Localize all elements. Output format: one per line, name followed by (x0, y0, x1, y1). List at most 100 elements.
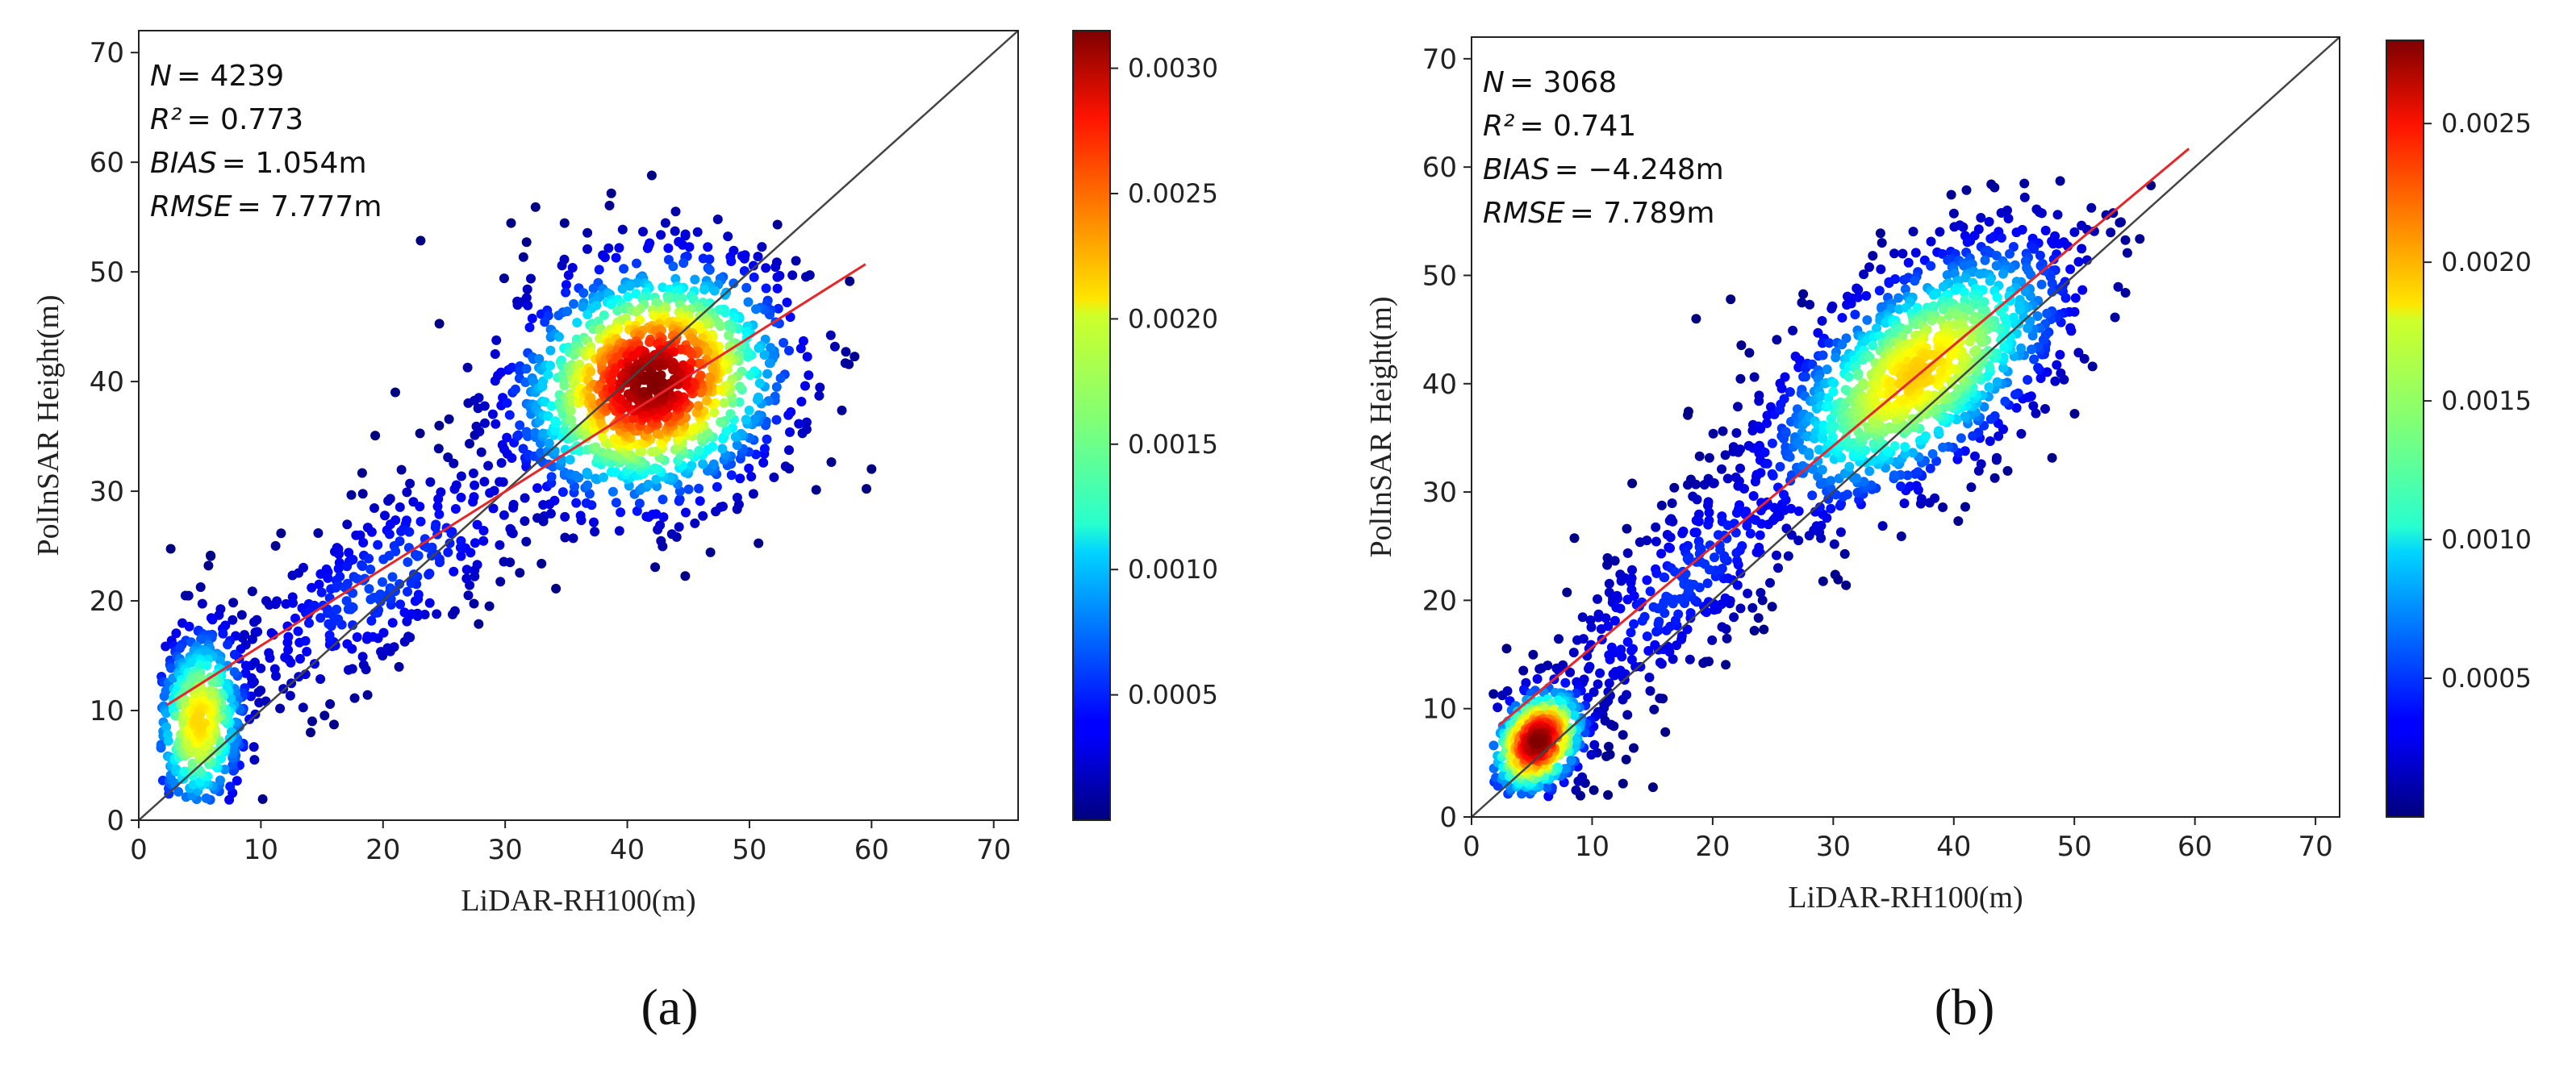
scatter-point (502, 398, 512, 408)
scatter-point (1615, 603, 1626, 614)
scatter-point (709, 407, 720, 418)
scatter-point (348, 554, 358, 565)
scatter-point (850, 352, 860, 362)
scatter-point (1900, 442, 1910, 452)
scatter-point (1814, 444, 1824, 455)
x-tick-label: 0 (130, 834, 148, 866)
y-tick-label: 50 (1422, 260, 1457, 292)
scatter-point (1627, 478, 1638, 489)
x-axis-ticks: 0 10 20 30 40 50 60 70 (1463, 817, 2333, 863)
scatter-point (785, 427, 795, 437)
scatter-point (1708, 428, 1718, 439)
scatter-point (219, 765, 230, 775)
scatter-point (1907, 414, 1918, 424)
scatter-point (594, 265, 604, 275)
scatter-point (1875, 228, 1885, 239)
scatter-point (1902, 470, 1913, 481)
scatter-point (557, 260, 567, 271)
y-tick-label: 60 (1422, 152, 1457, 184)
scatter-point (1864, 466, 1875, 477)
scatter-point (1762, 410, 1772, 421)
scatter-point (357, 468, 367, 478)
scatter-point (862, 484, 871, 494)
scatter-point (575, 510, 586, 521)
scatter-point (527, 313, 537, 323)
scatter-point (1628, 644, 1638, 654)
scatter-point (1629, 743, 1639, 753)
stat-n-label: N (150, 60, 172, 93)
scatter-point (1908, 448, 1918, 458)
scatter-point (1629, 619, 1639, 629)
scatter-point (1589, 785, 1599, 795)
scatter-point (616, 507, 626, 518)
scatter-point (521, 536, 532, 547)
scatter-point (1937, 248, 1948, 259)
scatter-point (1642, 536, 1652, 546)
scatter-point (724, 330, 734, 340)
scatter-point (479, 477, 490, 487)
scatter-point (1568, 648, 1579, 658)
scatter-point (1691, 314, 1701, 324)
scatter-point (2086, 202, 2097, 213)
scatter-point (2031, 408, 2041, 419)
y-tick-label: 20 (1422, 585, 1457, 617)
scatter-point (1859, 269, 1869, 280)
scatter-point (680, 571, 691, 581)
scatter-point (588, 283, 599, 294)
scatter-point (395, 579, 405, 590)
scatter-point (313, 528, 324, 538)
scatter-point (578, 288, 589, 298)
stat-rmse: RMSE = 7.777m (150, 190, 382, 223)
scatter-point (1893, 293, 1904, 303)
scatter-point (1703, 597, 1714, 607)
scatter-point (450, 504, 461, 514)
scatter-point (470, 480, 480, 490)
scatter-point (1827, 303, 1837, 314)
scatter-point (674, 522, 684, 532)
scatter-point (463, 590, 474, 601)
scatter-point (290, 613, 300, 623)
scatter-point (364, 584, 374, 594)
scatter-point (1673, 609, 1684, 619)
scatter-point (1604, 578, 1614, 589)
scatter-point (723, 231, 733, 242)
scatter-point (1618, 730, 1628, 740)
scatter-point (748, 489, 758, 499)
scatter-point (1792, 404, 1802, 415)
scatter-point (560, 511, 570, 522)
scatter-point (1735, 568, 1746, 578)
scatter-point (1749, 626, 1760, 636)
scatter-point (403, 586, 412, 597)
scatter-point (1639, 611, 1650, 622)
scatter-point (1593, 594, 1602, 604)
scatter-point (611, 252, 621, 263)
scatter-point (1736, 340, 1747, 351)
scatter-point (1989, 182, 2000, 193)
scatter-point (603, 243, 614, 253)
scatter-point (1949, 269, 1960, 279)
scatter-point (1609, 556, 1620, 566)
scatter-point (366, 615, 377, 626)
scatter-point (614, 243, 624, 253)
scatter-point (561, 287, 571, 298)
scatter-point (780, 461, 791, 472)
scatter-point (415, 502, 425, 512)
scatter-point (2077, 285, 2088, 295)
scatter-point (1756, 588, 1766, 598)
scatter-point (1617, 652, 1627, 662)
scatter-point (690, 423, 700, 433)
scatter-point (424, 598, 435, 608)
scatter-point (1757, 595, 1768, 606)
scatter-point (352, 632, 362, 642)
scatter-point (1829, 539, 1839, 549)
scatter-point (1804, 448, 1814, 458)
scatter-point (253, 627, 263, 637)
stat-r2: R² = 0.773 (150, 103, 303, 136)
scatter-point (1766, 402, 1776, 412)
scatter-point (1948, 208, 1959, 219)
x-tick-label: 10 (244, 834, 278, 866)
scatter-point (1664, 593, 1674, 603)
scatter-point (2052, 360, 2062, 370)
scatter-point (495, 540, 505, 550)
scatter-point (751, 449, 762, 460)
